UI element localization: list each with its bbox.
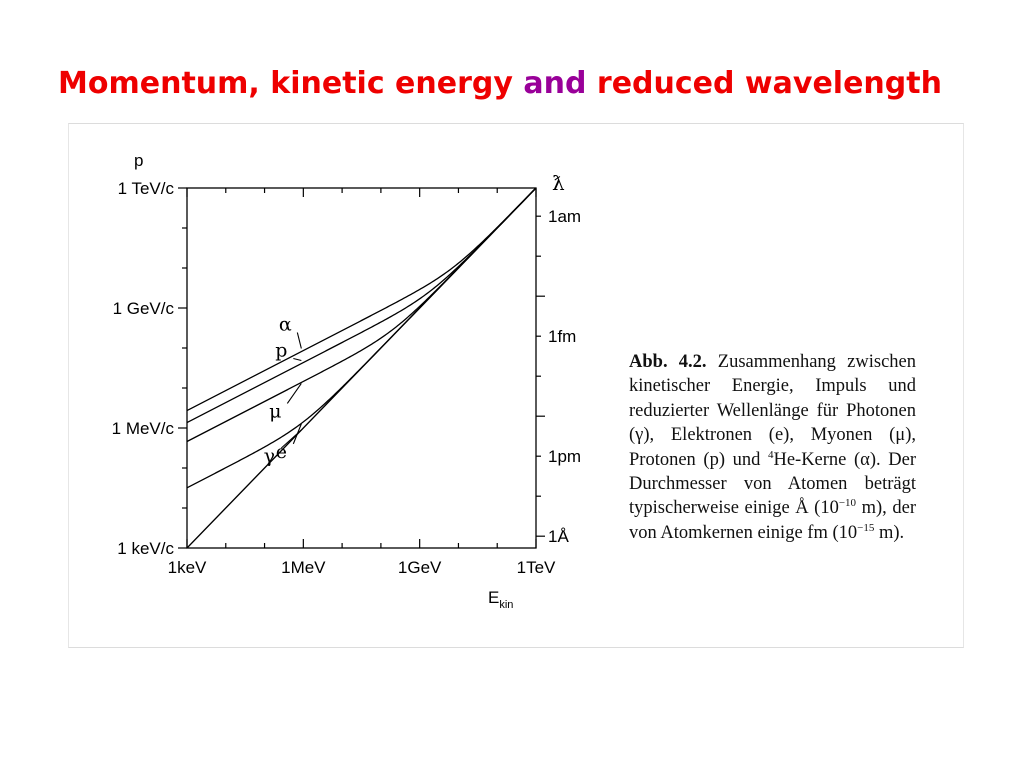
title-part: Momentum, kinetic energy	[58, 66, 513, 101]
slide-title: Momentum, kinetic energy and reduced wav…	[0, 62, 1000, 106]
y-tick-label-left: 1 GeV/c	[113, 299, 175, 318]
y-axis-label-left: p	[134, 151, 143, 170]
series-line	[187, 188, 536, 489]
ticks-group	[178, 187, 545, 549]
caption-text-4: m).	[874, 522, 905, 543]
caption-text-3: m), der von Atomkernen einige fm (10	[629, 498, 916, 543]
y-tick-label-right: 1Å	[548, 527, 569, 546]
series-label: p	[275, 340, 287, 362]
x-tick-label: 1GeV	[398, 558, 442, 577]
caption-text-2: He-Kerne (α). Der Durchmesser von Atomen…	[629, 449, 916, 519]
caption-lead: Abb. 4.2.	[629, 352, 707, 372]
series-label: γ	[264, 445, 275, 467]
y-axis-label-right: ƛ	[552, 171, 565, 195]
x-tick-label: 1TeV	[517, 558, 556, 577]
caption-sup-3: −15	[857, 521, 875, 534]
x-axis-label-sub: kin	[499, 599, 513, 611]
tick-labels-group: 1keV 1MeV 1GeV 1TeV 1 keV/c 1 MeV/c 1 GeV/c 1 T…	[112, 179, 581, 577]
y-tick-label-left: 1 keV/c	[117, 539, 174, 558]
y-tick-label-right: 1fm	[548, 327, 576, 346]
plot-area	[186, 187, 537, 549]
series-leader	[293, 357, 302, 362]
series-leader	[286, 383, 302, 404]
series-line	[187, 188, 536, 424]
series-line	[187, 188, 536, 412]
series-label: e	[276, 441, 287, 463]
series-label: α	[279, 314, 292, 336]
y-tick-label-left: 1 MeV/c	[112, 419, 175, 438]
figure-caption: Abb. 4.2. Zusammenhang zwischen kinetisc…	[629, 350, 916, 545]
caption-sup-1: 4	[767, 448, 774, 461]
title-part: and	[512, 66, 597, 101]
curve-labels-group: αp μeγ	[264, 314, 302, 467]
y-tick-label-right: 1am	[548, 207, 581, 226]
x-tick-label: 1MeV	[281, 558, 326, 577]
figure-frame	[68, 123, 964, 648]
y-tick-label-right: 1pm	[548, 447, 581, 466]
curves-group	[187, 188, 536, 548]
series-leader	[280, 429, 302, 449]
series-label: μ	[269, 400, 281, 422]
title-part: reduced wavelength	[596, 66, 942, 101]
y-tick-label-left: 1 TeV/c	[118, 179, 175, 198]
caption-text-1: Zusammenhang zwischen kinetischer Energi…	[629, 352, 916, 470]
x-tick-label: 1keV	[168, 558, 207, 577]
series-leader	[296, 332, 302, 349]
x-axis-label-main: E	[488, 588, 499, 607]
series-line	[187, 188, 536, 548]
caption-sup-2: −10	[838, 497, 857, 510]
series-line	[187, 188, 536, 443]
x-axis-label: Ekin	[488, 588, 513, 611]
